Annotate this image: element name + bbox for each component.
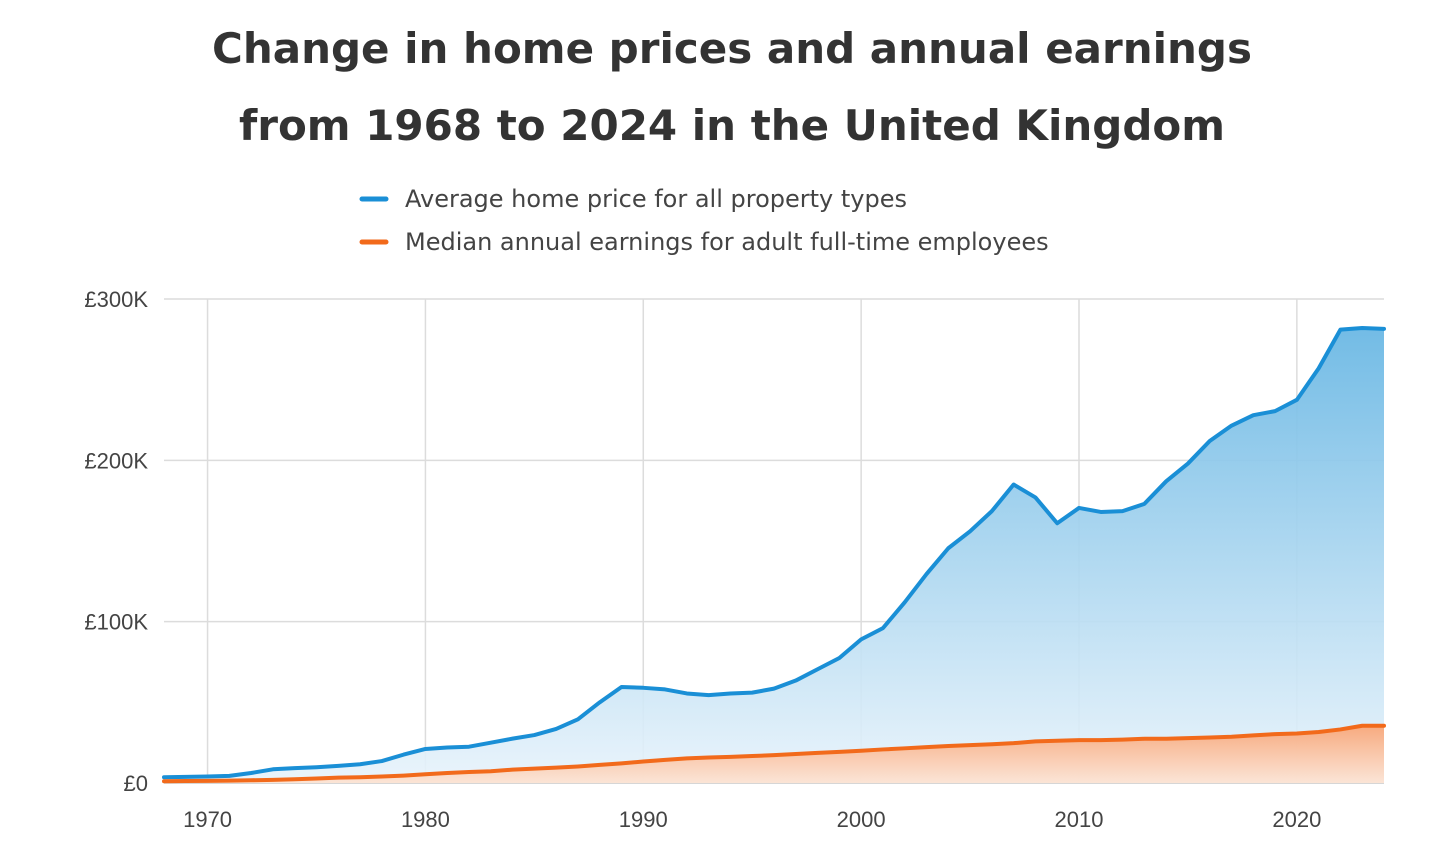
chart-title-line-2: from 1968 to 2024 in the United Kingdom: [239, 101, 1225, 150]
y-tick-label: £300K: [84, 287, 148, 312]
axis-labels: £0 £100K £200K £300K 1970 1980 1990 2000 2010 202…: [84, 287, 1321, 832]
legend: Average home price for all property type…: [359, 185, 1049, 256]
chart-title-line-1: Change in home prices and annual earning…: [212, 24, 1252, 73]
y-tick-label: £200K: [84, 448, 148, 473]
line-earnings: [162, 723, 1386, 784]
x-tick-label: 1980: [401, 807, 450, 832]
x-tick-label: 2000: [837, 807, 886, 832]
y-tick-label: £100K: [84, 610, 148, 635]
legend-label-home-price: Average home price for all property type…: [405, 185, 907, 213]
area-home-price: [164, 328, 1384, 783]
y-tick-label: £0: [124, 771, 148, 796]
plot-lines: [162, 326, 1386, 784]
line-home-price: [162, 326, 1386, 780]
legend-label-earnings: Median annual earnings for adult full-ti…: [405, 228, 1049, 256]
x-tick-label: 1990: [619, 807, 668, 832]
plot-areas: [164, 328, 1384, 783]
x-tick-label: 2020: [1272, 807, 1321, 832]
x-tick-label: 1970: [183, 807, 232, 832]
x-tick-label: 2010: [1055, 807, 1104, 832]
area-earnings: [164, 725, 1384, 783]
